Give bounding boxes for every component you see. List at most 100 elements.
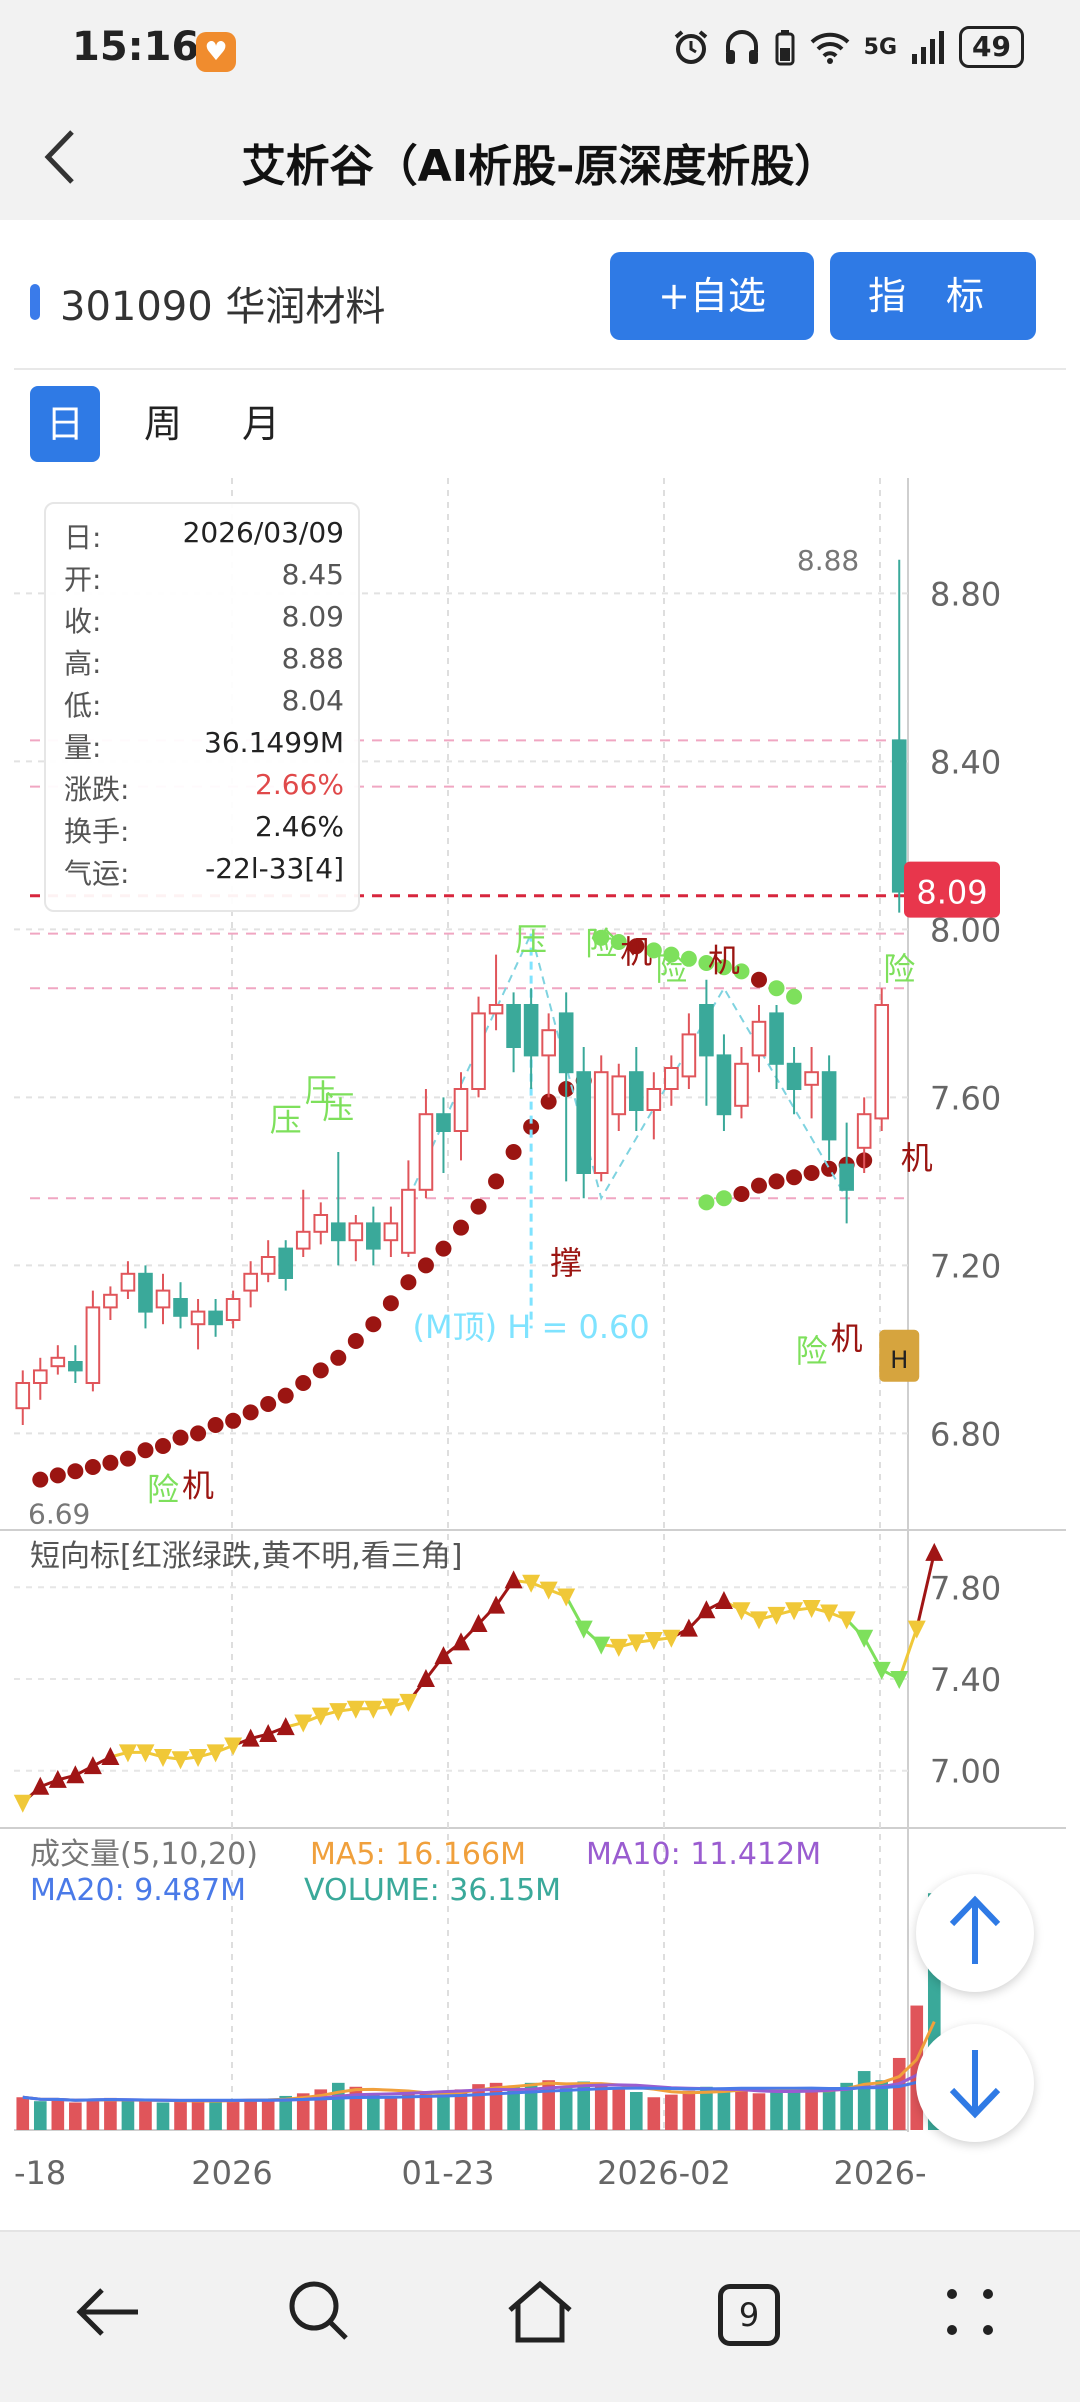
resist-dot	[786, 988, 803, 1005]
chevron-left-icon[interactable]	[36, 122, 96, 192]
signal-label: 险	[585, 925, 617, 963]
price-tick-label: 7.60	[930, 1079, 1001, 1117]
price-tick-label: 8.00	[930, 911, 1001, 949]
price-tick-label: 8.40	[930, 743, 1001, 781]
candle-body	[576, 1071, 592, 1175]
bottom-nav: 9	[0, 2230, 1080, 2402]
ma10-label: MA10: 11.412M	[586, 1837, 821, 1872]
tooltip-row-fortune: 气运: -22l-33[4]	[64, 852, 344, 890]
indicator-triangle	[697, 1600, 716, 1619]
x-axis-label: 01-23	[402, 2154, 495, 2192]
tab-week[interactable]: 周	[143, 402, 182, 446]
volume-bar	[822, 2090, 836, 2130]
search-icon[interactable]	[280, 2272, 360, 2352]
tooltip-row-open: 开: 8.45	[64, 558, 344, 596]
indicator-triangle	[662, 1629, 681, 1648]
page-title: 艾析谷（AI析股-原深度析股）	[241, 141, 839, 192]
volume-bar	[402, 2093, 415, 2130]
tab-month[interactable]: 月	[241, 402, 280, 446]
indicator-triangle	[66, 1765, 85, 1784]
candle-body	[681, 1033, 697, 1078]
price-tick-label: 8.80	[930, 575, 1001, 613]
indicator-triangle	[101, 1746, 120, 1765]
indicator-triangle	[154, 1748, 172, 1767]
indicator-triangle	[189, 1748, 208, 1767]
indicator-triangle	[224, 1737, 243, 1756]
tooltip-row-date: 日: 2026/03/09	[64, 516, 344, 554]
support-dot	[523, 1118, 540, 1135]
volume-bar	[174, 2101, 187, 2130]
candle-body	[190, 1310, 206, 1326]
last-price-label: 8.09	[916, 874, 987, 912]
volume-bar	[139, 2101, 152, 2130]
indicator-triangle	[364, 1700, 383, 1719]
tooltip-row-high: 高: 8.88	[64, 642, 344, 680]
stock-chart[interactable]: 8.808.408.007.607.206.80(M顶) H = 0.60压险机…	[0, 478, 1080, 2208]
indicator-triangle	[767, 1606, 786, 1625]
indicator-triangle	[13, 1794, 32, 1813]
indicator-triangle	[732, 1602, 751, 1621]
volume-bar	[331, 2082, 345, 2130]
candle-body	[821, 1071, 837, 1141]
candle-body	[839, 1163, 854, 1191]
wifi-icon	[810, 32, 850, 64]
candle-body	[699, 1004, 714, 1057]
dots-menu-icon[interactable]	[930, 2272, 1010, 2352]
indicator-triangle	[820, 1604, 839, 1623]
candle-body	[664, 1067, 679, 1090]
volume-bar	[577, 2081, 591, 2130]
lower-dot	[803, 1165, 820, 1181]
tabs-count[interactable]: 9	[718, 2284, 780, 2346]
support-dot	[155, 1438, 171, 1454]
indicator-triangle	[855, 1629, 874, 1648]
indicator-triangle	[574, 1620, 593, 1639]
indicator-triangle	[294, 1714, 313, 1733]
x-axis-label: 2026-	[834, 2154, 927, 2192]
volume-bar	[892, 2057, 906, 2130]
candle-body	[453, 1088, 469, 1132]
candle-body	[558, 1012, 574, 1074]
support-dot	[312, 1362, 329, 1379]
resist-dot	[663, 946, 680, 963]
arrow-down-icon[interactable]	[916, 2024, 1034, 2142]
resist-dot	[645, 942, 662, 959]
low-label: 6.69	[28, 1498, 90, 1531]
5g-signal-icon	[912, 31, 945, 64]
support-dot	[382, 1295, 399, 1312]
resist-dot	[733, 963, 750, 980]
indicator-triangle	[469, 1613, 488, 1632]
home-icon[interactable]	[500, 2272, 580, 2352]
candle-body	[734, 1062, 749, 1107]
candle-body	[313, 1214, 329, 1233]
indicator-segment	[915, 1552, 936, 1629]
lower-dot	[786, 1169, 803, 1186]
volume-bar	[524, 2082, 538, 2130]
h-marker-label: H	[890, 1346, 908, 1374]
volume-bar	[104, 2097, 117, 2130]
candle-body	[593, 1071, 609, 1175]
arrow-up-icon[interactable]	[916, 1874, 1034, 1992]
volume-bar	[647, 2097, 661, 2130]
volume-bar	[69, 2102, 82, 2130]
tab-day[interactable]: 日	[30, 386, 100, 462]
volume-bar	[16, 2097, 30, 2130]
resist-dot	[610, 934, 627, 950]
divider	[14, 368, 1066, 370]
volume-bar	[191, 2099, 205, 2130]
network-type: 5G	[863, 34, 898, 60]
volume-bar	[367, 2094, 380, 2130]
indicator-triangle	[627, 1634, 646, 1653]
indicator-button[interactable]: 指 标	[830, 252, 1036, 340]
signal-label: 险	[883, 950, 915, 988]
candle-body	[68, 1361, 83, 1372]
support-dot	[365, 1316, 382, 1333]
volume-bar	[717, 2088, 731, 2130]
add-watchlist-button[interactable]: +自选	[610, 252, 814, 340]
title-bar: 艾析谷（AI析股-原深度析股）	[0, 92, 1080, 220]
back-arrow-icon[interactable]	[68, 2272, 148, 2352]
candle-body	[383, 1222, 399, 1242]
volume-bar	[86, 2098, 100, 2130]
support-dot	[119, 1450, 136, 1467]
indicator-triangle	[679, 1618, 698, 1637]
m-top-pattern	[407, 930, 848, 1201]
